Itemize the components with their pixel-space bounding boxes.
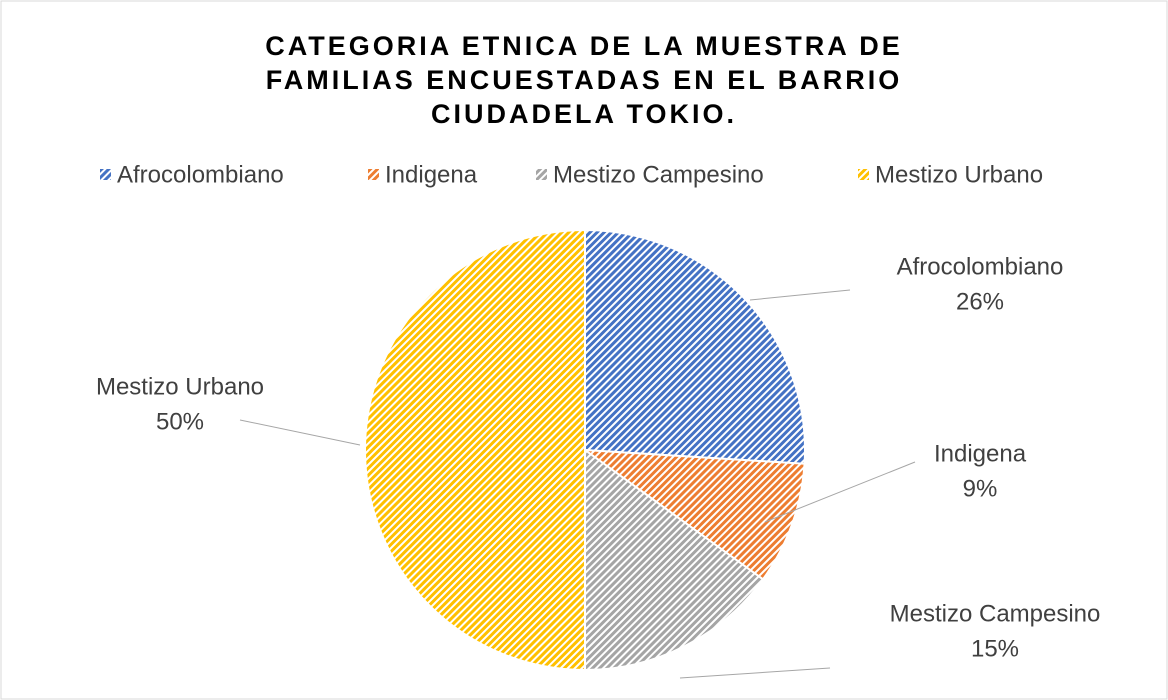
pie-slice [364, 228, 586, 672]
data-label-name: Mestizo Urbano [96, 373, 264, 400]
leader-line [764, 461, 916, 523]
data-label-value: 26% [956, 288, 1004, 315]
pie-slice [584, 228, 806, 465]
chart-title: CATEGORIA ETNICA DE LA MUESTRA DE [265, 31, 903, 61]
legend-label: Afrocolombiano [117, 161, 284, 188]
data-label-value: 15% [971, 635, 1019, 662]
legend-marker [858, 169, 869, 180]
chart-title: CIUDADELA TOKIO. [431, 99, 737, 129]
leader-line [239, 419, 361, 446]
legend-label: Mestizo Urbano [875, 161, 1043, 188]
data-label-name: Mestizo Campesino [890, 600, 1101, 627]
data-label-name: Afrocolombiano [897, 253, 1064, 280]
pie-slice [581, 448, 806, 581]
data-label-value: 9% [963, 475, 998, 502]
legend-label: Mestizo Campesino [553, 161, 764, 188]
data-label-name: Indigena [934, 440, 1027, 467]
pie-slice [584, 448, 765, 672]
legend-marker [536, 169, 547, 180]
leader-line [749, 289, 851, 301]
chart-title: FAMILIAS ENCUESTADAS EN EL BARRIO [266, 65, 903, 95]
legend-label: Indigena [385, 161, 478, 188]
leader-line [679, 667, 831, 679]
legend-marker [100, 169, 111, 180]
data-label-value: 50% [156, 408, 204, 435]
legend-marker [368, 169, 379, 180]
